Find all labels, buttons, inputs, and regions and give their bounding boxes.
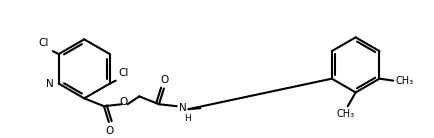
Text: O: O: [106, 126, 114, 136]
Text: Cl: Cl: [118, 68, 129, 78]
Text: O: O: [119, 97, 128, 107]
Text: O: O: [161, 75, 169, 85]
Text: CH₃: CH₃: [337, 109, 355, 119]
Text: N: N: [179, 103, 186, 113]
Text: CH₃: CH₃: [395, 76, 413, 86]
Text: Cl: Cl: [39, 38, 49, 48]
Text: H: H: [184, 114, 191, 123]
Text: N: N: [46, 79, 54, 89]
